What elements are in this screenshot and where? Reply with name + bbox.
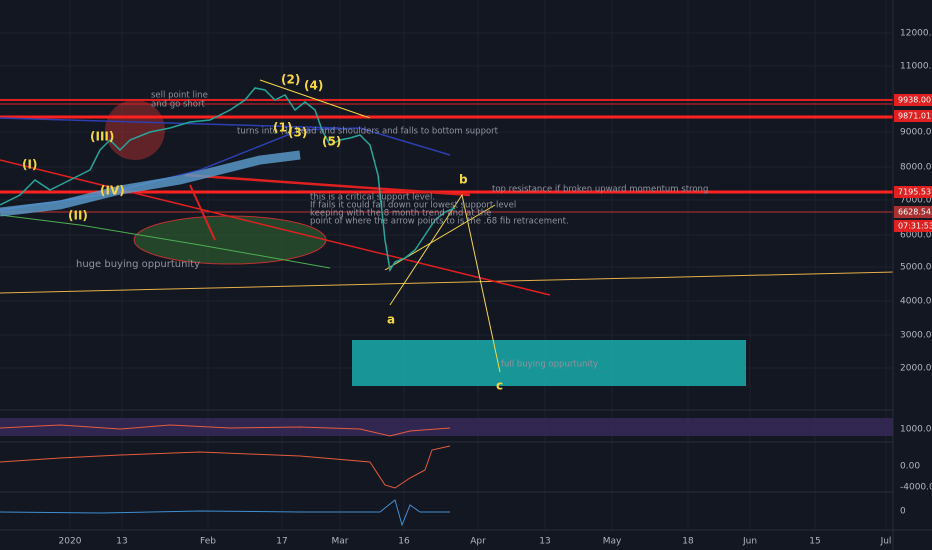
time-label: 13 — [539, 537, 550, 547]
time-label: Apr — [470, 537, 486, 547]
arrow-line — [184, 173, 471, 197]
annotation: top resistance if broken upward momentum… — [492, 185, 708, 195]
price-label: 8000.00 — [900, 163, 932, 173]
wave-label: c — [496, 379, 503, 393]
time-label: 15 — [809, 537, 820, 547]
wave-label: (II) — [68, 209, 88, 223]
price-tag-label: 7195.53 — [898, 188, 931, 197]
moving-average — [0, 214, 331, 269]
price-tag-label: 6628.54 — [898, 208, 931, 217]
rsi-line — [0, 424, 451, 437]
buying-zone-ellipse — [133, 215, 327, 265]
annotation: and go short — [151, 100, 206, 110]
wave-path — [259, 79, 371, 119]
price-tag — [894, 220, 932, 232]
annotation: point of where the arrow points to is th… — [310, 217, 569, 227]
channel-band — [0, 150, 301, 217]
wave-label: (III) — [90, 130, 114, 144]
wave-label: (1) — [273, 121, 292, 135]
time-label: Jul — [880, 537, 892, 547]
price-label: 5000.00 — [900, 263, 932, 273]
annotation: turns into (1) head and shoulders and fa… — [237, 127, 499, 137]
price-label: 6000.00 — [900, 231, 932, 241]
time-label: 18 — [682, 537, 694, 547]
price-tag-label: 07:31:53 — [898, 222, 932, 231]
price-label: 12000.00 — [900, 29, 932, 39]
time-label: 16 — [398, 537, 410, 547]
price-label: 4000.00 — [900, 297, 932, 307]
rsi-band — [0, 418, 893, 436]
arrow-line — [189, 184, 216, 241]
price-label: 2000.00 — [900, 364, 932, 374]
oscillator-line — [0, 499, 450, 527]
sell-zone-circle — [105, 100, 165, 160]
price-tag — [894, 110, 932, 122]
macd-line — [0, 445, 451, 489]
moving-average — [0, 117, 341, 129]
annotation: If fails it could fall down our lowest s… — [310, 201, 516, 211]
time-label: 17 — [276, 537, 287, 547]
wave-label: a — [387, 313, 395, 327]
price-label: 11000.00 — [900, 62, 932, 72]
price-label: 9000.00 — [900, 128, 932, 138]
time-label: Feb — [200, 537, 216, 547]
indicator-label: 0 — [900, 507, 906, 517]
trend-line — [0, 271, 894, 294]
wave-label: (2) — [281, 73, 300, 87]
wave-label: (5) — [322, 135, 341, 149]
annotation: huge buying oppurtunity — [76, 259, 200, 270]
time-label: 2020 — [59, 537, 82, 547]
indicator-label: 0.00 — [900, 462, 920, 472]
price-tag — [894, 206, 932, 218]
target-zone — [352, 340, 746, 386]
annotation: keeping with the 8 month trend and at th… — [310, 209, 491, 219]
price-label: 7000.00 — [900, 196, 932, 206]
indicator-label: -4000.00 — [900, 483, 932, 493]
arrow-line — [0, 159, 551, 296]
wave-label: b — [459, 173, 468, 187]
annotation: this is a critical support level. — [310, 193, 435, 203]
annotation: full buying oppurtunity — [501, 360, 598, 370]
wave-label: (3) — [288, 126, 307, 140]
price-tag-label: 9871.01 — [898, 112, 931, 121]
time-label: May — [603, 537, 622, 547]
wave-label: (IV) — [100, 184, 125, 198]
wave-label: (I) — [22, 158, 37, 172]
price-label: 3000.00 — [900, 331, 932, 341]
time-label: Jun — [742, 537, 757, 547]
time-label: Mar — [332, 537, 349, 547]
price-tag-label: 9938.00 — [898, 96, 931, 105]
price-label: 1000.00 — [900, 425, 932, 435]
price-tag — [894, 186, 932, 198]
price-tag — [894, 94, 932, 106]
price-path — [0, 87, 456, 273]
wave-label: (4) — [304, 79, 323, 93]
time-label: 13 — [116, 537, 127, 547]
abc-path — [389, 193, 501, 373]
annotation: sell point line — [151, 91, 208, 101]
